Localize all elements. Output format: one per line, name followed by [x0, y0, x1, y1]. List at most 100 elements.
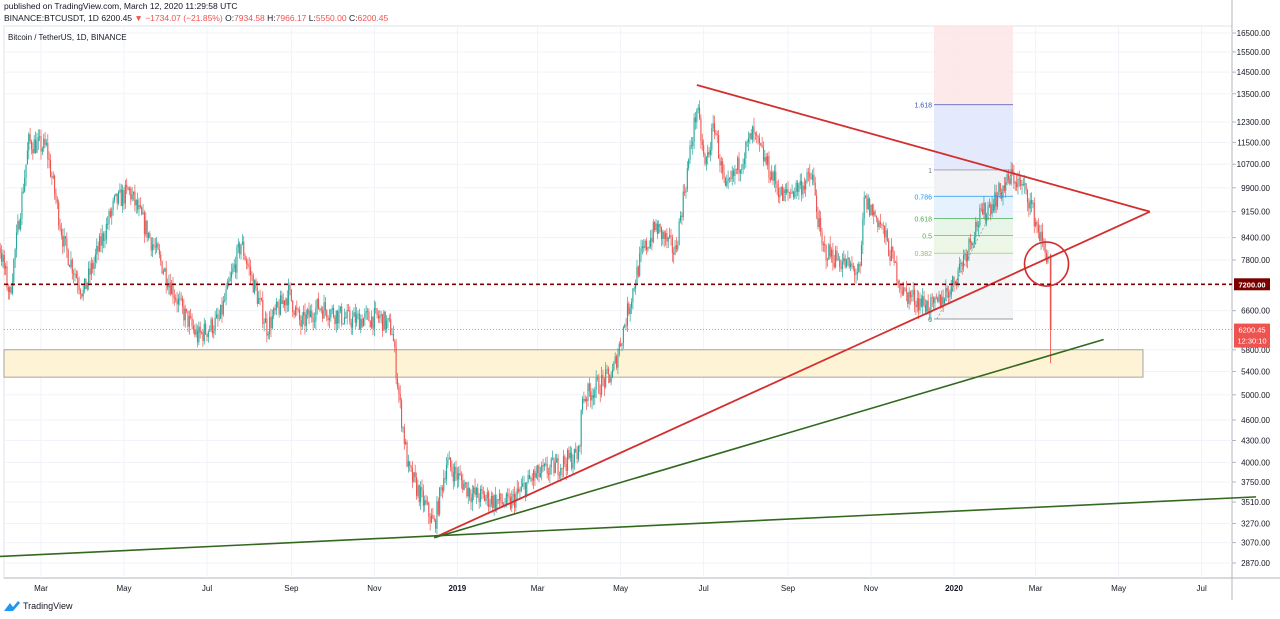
candle-body — [308, 309, 310, 318]
candle-body — [440, 487, 442, 489]
candle-body — [347, 310, 350, 311]
candle-body — [281, 295, 283, 305]
candle-body — [105, 223, 107, 240]
candle-body — [571, 452, 573, 469]
candle-body — [527, 474, 529, 483]
candle-body — [369, 321, 371, 328]
candle-body — [377, 315, 379, 319]
candle-body — [187, 311, 189, 327]
candle-body — [274, 308, 276, 311]
candle-body — [988, 204, 990, 207]
candle-body — [844, 258, 846, 267]
y-tick-label: 5400.00 — [1241, 367, 1270, 376]
candle-body — [679, 215, 682, 221]
candle-body — [882, 225, 884, 226]
candle-body — [120, 189, 122, 206]
candle-body — [108, 211, 110, 225]
candle-body — [124, 184, 126, 204]
candle-body — [980, 208, 982, 210]
candle-body — [897, 281, 899, 285]
candle-body — [450, 457, 452, 467]
candle-body — [516, 488, 518, 495]
candle-body — [205, 323, 207, 334]
price-chart[interactable]: 16500.00 15500.00 14500.00 13500.00 12300.00… — [0, 0, 1280, 600]
candle-body — [414, 472, 416, 478]
candle-body — [550, 458, 552, 468]
candle-body — [633, 288, 635, 290]
candle-body — [32, 149, 34, 154]
candle-body — [44, 138, 46, 145]
candle-body — [624, 325, 626, 328]
candle-body — [361, 318, 363, 327]
candle-body — [188, 316, 190, 327]
candle-body — [927, 300, 929, 312]
candle-body — [561, 467, 563, 469]
candle-body — [538, 465, 540, 478]
candle-body — [63, 236, 65, 247]
candle-body — [473, 487, 475, 494]
candle-body — [236, 247, 238, 273]
candle-body — [848, 257, 850, 268]
candle-body — [241, 241, 243, 245]
candle-body — [651, 237, 653, 242]
y-tick-label: 5000.00 — [1241, 391, 1270, 400]
candle-body — [937, 298, 939, 302]
x-tick-label: May — [116, 584, 131, 593]
candle-body — [622, 327, 624, 344]
candle-body — [47, 142, 49, 160]
candle-body — [368, 311, 370, 322]
candle-body — [184, 308, 186, 321]
candle-body — [977, 225, 980, 227]
candle-body — [64, 236, 67, 239]
candle-body — [58, 202, 60, 226]
candle-body — [89, 268, 91, 275]
candle-body — [674, 245, 676, 255]
candle-body — [802, 185, 804, 195]
candle-body — [422, 490, 424, 506]
candle-body — [497, 499, 499, 501]
candle-body — [822, 243, 824, 245]
candle-body — [225, 289, 227, 301]
x-tick-label: 2020 — [945, 584, 963, 593]
candle-body — [339, 306, 341, 312]
candle-body — [669, 235, 671, 238]
candle-body — [575, 448, 577, 453]
candle-body — [119, 189, 121, 192]
candle-body — [783, 189, 785, 201]
candle-body — [613, 362, 615, 371]
candle-body — [830, 249, 833, 257]
fib-band — [934, 196, 1013, 219]
candle-body — [244, 256, 246, 261]
candle-body — [54, 175, 56, 194]
candle-body — [177, 298, 179, 305]
candle-body — [160, 254, 162, 262]
candle-body — [934, 297, 936, 304]
candle-body — [262, 299, 264, 324]
candle-body — [248, 265, 250, 268]
candle-body — [251, 274, 253, 276]
high-label: H: — [267, 13, 276, 23]
candle-body — [426, 502, 428, 504]
candle-body — [284, 300, 286, 306]
candle-body — [415, 477, 418, 496]
candle-body — [547, 473, 550, 475]
candle-body — [1047, 256, 1049, 263]
candle-body — [645, 240, 648, 250]
y-tick-label: 5800.00 — [1241, 346, 1270, 355]
candle-body — [859, 264, 861, 266]
candle-body — [818, 218, 820, 228]
candle-body — [852, 265, 854, 269]
candle-body — [780, 186, 782, 195]
candle-body — [900, 284, 902, 291]
candle-body — [877, 217, 879, 228]
candle-body — [484, 493, 486, 501]
tradingview-brand: TradingView — [23, 601, 73, 611]
candle-body — [49, 159, 52, 177]
candle-body — [708, 151, 710, 155]
candle-body — [137, 200, 139, 210]
candle-body — [328, 317, 331, 321]
candle-body — [199, 326, 201, 333]
candle-body — [90, 263, 92, 275]
candle-body — [154, 246, 156, 248]
candle-body — [447, 459, 449, 466]
